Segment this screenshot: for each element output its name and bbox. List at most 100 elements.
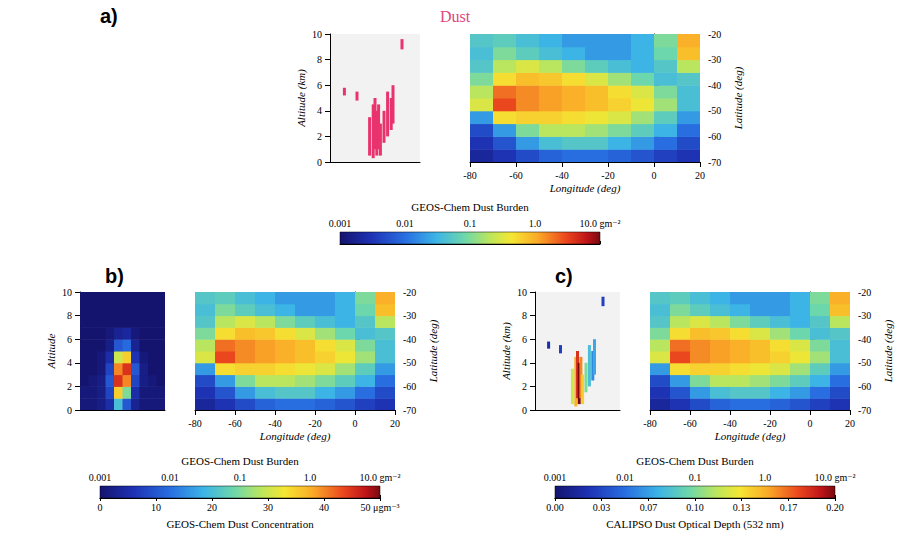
svg-text:GEOS-Chem Dust Burden: GEOS-Chem Dust Burden	[636, 455, 754, 467]
svg-text:20: 20	[390, 418, 400, 429]
svg-text:0.10: 0.10	[686, 502, 704, 513]
svg-text:1.0: 1.0	[759, 472, 772, 483]
svg-text:-60: -60	[683, 418, 696, 429]
svg-text:GEOS-Chem Dust Concentration: GEOS-Chem Dust Concentration	[166, 518, 314, 530]
svg-text:0.01: 0.01	[161, 472, 179, 483]
svg-text:20: 20	[207, 502, 217, 513]
svg-text:0.17: 0.17	[780, 502, 798, 513]
svg-text:0.01: 0.01	[396, 218, 414, 229]
svg-text:Longitude (deg): Longitude (deg)	[714, 430, 786, 443]
svg-text:0.20: 0.20	[826, 502, 844, 513]
svg-text:-20: -20	[403, 287, 416, 298]
svg-text:-80: -80	[463, 170, 476, 181]
svg-text:20: 20	[845, 418, 855, 429]
svg-text:-70: -70	[403, 405, 416, 416]
svg-text:8: 8	[67, 310, 72, 321]
svg-text:-40: -40	[708, 80, 721, 91]
svg-text:6: 6	[317, 80, 322, 91]
svg-text:Longitude (deg): Longitude (deg)	[259, 430, 331, 443]
svg-text:Altitude: Altitude	[45, 333, 57, 369]
svg-text:2: 2	[522, 381, 527, 392]
svg-text:1.0: 1.0	[529, 218, 542, 229]
svg-text:-40: -40	[858, 334, 871, 345]
svg-text:10.0 gm⁻²: 10.0 gm⁻²	[814, 472, 855, 483]
svg-text:0: 0	[808, 418, 813, 429]
svg-text:Altitude (km): Altitude (km)	[500, 322, 513, 381]
svg-text:0: 0	[317, 157, 322, 168]
svg-text:20: 20	[695, 170, 705, 181]
svg-text:-50: -50	[858, 357, 871, 368]
svg-text:2: 2	[67, 381, 72, 392]
svg-text:8: 8	[317, 54, 322, 65]
svg-text:-40: -40	[268, 418, 281, 429]
svg-text:0.001: 0.001	[329, 218, 352, 229]
svg-text:-20: -20	[858, 287, 871, 298]
svg-text:GEOS-Chem Dust Burden: GEOS-Chem Dust Burden	[411, 201, 529, 213]
svg-text:Dust: Dust	[440, 8, 471, 25]
svg-text:-20: -20	[708, 29, 721, 40]
svg-text:-60: -60	[858, 381, 871, 392]
svg-text:50 μgm⁻³: 50 μgm⁻³	[361, 502, 400, 513]
svg-text:0.1: 0.1	[234, 472, 247, 483]
svg-text:-30: -30	[708, 54, 721, 65]
svg-text:-60: -60	[228, 418, 241, 429]
svg-text:10: 10	[62, 287, 72, 298]
svg-text:-50: -50	[708, 105, 721, 116]
svg-text:30: 30	[263, 502, 273, 513]
svg-text:-70: -70	[708, 157, 721, 168]
svg-text:GEOS-Chem Dust Burden: GEOS-Chem Dust Burden	[181, 455, 299, 467]
svg-text:-40: -40	[723, 418, 736, 429]
svg-text:-20: -20	[308, 418, 321, 429]
svg-text:0.13: 0.13	[733, 502, 751, 513]
svg-text:-60: -60	[509, 170, 522, 181]
svg-text:0.1: 0.1	[689, 472, 702, 483]
svg-text:b): b)	[105, 265, 124, 287]
svg-text:Latitude (deg): Latitude (deg)	[732, 66, 745, 130]
svg-text:0: 0	[522, 405, 527, 416]
svg-text:0.03: 0.03	[593, 502, 611, 513]
svg-text:-20: -20	[763, 418, 776, 429]
svg-text:10: 10	[151, 502, 161, 513]
svg-text:-30: -30	[403, 310, 416, 321]
svg-text:10: 10	[517, 287, 527, 298]
svg-text:-60: -60	[708, 131, 721, 142]
svg-text:Longitude (deg): Longitude (deg)	[549, 182, 621, 195]
svg-text:-30: -30	[858, 310, 871, 321]
svg-text:0: 0	[353, 418, 358, 429]
svg-text:Latitude (deg): Latitude (deg)	[882, 319, 895, 383]
svg-text:0: 0	[67, 405, 72, 416]
svg-text:0.1: 0.1	[464, 218, 477, 229]
svg-text:0.07: 0.07	[640, 502, 658, 513]
svg-text:-70: -70	[858, 405, 871, 416]
svg-text:Altitude (km): Altitude (km)	[295, 69, 308, 128]
svg-text:-50: -50	[403, 357, 416, 368]
svg-text:0.001: 0.001	[544, 472, 567, 483]
svg-text:Latitude (deg): Latitude (deg)	[427, 319, 440, 383]
svg-text:8: 8	[522, 310, 527, 321]
svg-text:-20: -20	[601, 170, 614, 181]
svg-text:4: 4	[522, 357, 527, 368]
svg-text:0.001: 0.001	[89, 472, 112, 483]
svg-text:10.0 gm⁻²: 10.0 gm⁻²	[359, 472, 400, 483]
svg-text:-80: -80	[643, 418, 656, 429]
svg-text:1.0: 1.0	[304, 472, 317, 483]
svg-text:-60: -60	[403, 381, 416, 392]
svg-text:c): c)	[555, 265, 573, 287]
svg-text:-40: -40	[403, 334, 416, 345]
svg-text:10.0 gm⁻²: 10.0 gm⁻²	[579, 218, 620, 229]
svg-text:0.01: 0.01	[616, 472, 634, 483]
svg-text:2: 2	[317, 131, 322, 142]
svg-text:4: 4	[317, 105, 322, 116]
svg-text:40: 40	[319, 502, 329, 513]
svg-text:a): a)	[100, 5, 118, 27]
svg-text:6: 6	[67, 334, 72, 345]
svg-text:10: 10	[312, 29, 322, 40]
svg-text:4: 4	[67, 357, 72, 368]
svg-text:-80: -80	[188, 418, 201, 429]
svg-text:0: 0	[652, 170, 657, 181]
svg-text:-40: -40	[555, 170, 568, 181]
svg-text:6: 6	[522, 334, 527, 345]
svg-text:0.00: 0.00	[546, 502, 564, 513]
svg-text:CALIPSO Dust Optical Depth (53: CALIPSO Dust Optical Depth (532 nm)	[606, 518, 784, 531]
svg-text:0: 0	[98, 502, 103, 513]
